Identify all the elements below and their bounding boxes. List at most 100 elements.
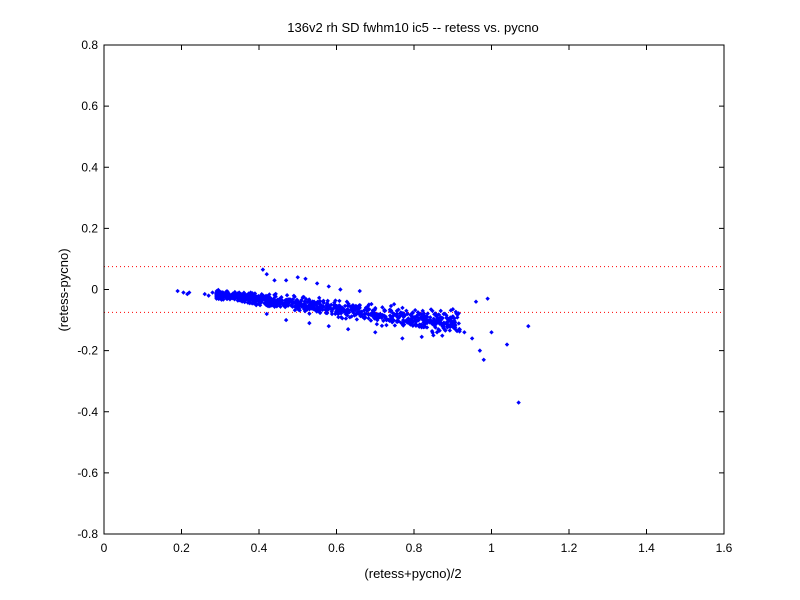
data-point <box>450 314 456 319</box>
data-point <box>457 326 462 332</box>
data-point <box>414 314 419 319</box>
data-point <box>366 316 371 321</box>
data-point <box>456 321 462 326</box>
data-point <box>266 303 271 308</box>
data-point <box>283 317 289 323</box>
data-point <box>325 298 330 304</box>
data-point <box>469 336 475 341</box>
data-point <box>225 293 230 298</box>
data-point <box>234 292 239 298</box>
data-point <box>293 304 298 310</box>
data-point <box>210 290 215 295</box>
data-point <box>272 278 277 283</box>
data-point <box>445 325 450 330</box>
data-point <box>359 310 364 315</box>
data-point <box>272 304 277 309</box>
data-point <box>504 342 510 347</box>
data-point <box>264 272 269 277</box>
data-point <box>448 308 454 313</box>
data-point <box>408 322 413 327</box>
data-point <box>264 311 269 317</box>
data-point <box>246 291 251 296</box>
data-point <box>457 329 462 334</box>
data-point <box>489 330 494 335</box>
x-axis-label: (retess+pycno)/2 <box>364 566 461 581</box>
data-point <box>283 300 288 305</box>
data-point <box>277 302 282 307</box>
data-point <box>462 330 467 335</box>
data-point <box>373 330 378 335</box>
data-point <box>310 299 316 305</box>
data-point <box>238 291 244 297</box>
data-point <box>440 333 445 338</box>
data-point <box>324 310 330 316</box>
data-point <box>361 308 367 313</box>
data-point <box>426 318 431 323</box>
data-point <box>428 315 433 320</box>
data-point <box>374 314 380 320</box>
data-point <box>175 288 180 294</box>
data-point <box>373 305 378 311</box>
data-point <box>279 295 284 300</box>
data-point <box>410 310 416 316</box>
data-point <box>354 317 360 322</box>
data-point <box>381 318 386 323</box>
data-point <box>526 323 531 329</box>
data-point <box>424 314 430 319</box>
data-point <box>341 309 346 314</box>
data-point <box>243 293 248 298</box>
data-point <box>311 307 317 312</box>
data-point <box>447 328 453 333</box>
data-point <box>384 318 389 323</box>
data-point <box>444 322 449 327</box>
data-point <box>272 292 277 298</box>
x-tick-label: 0.4 <box>251 541 268 555</box>
data-point <box>370 308 376 313</box>
data-point <box>344 299 350 304</box>
data-point <box>181 290 186 295</box>
y-tick-label: 0.4 <box>81 160 98 174</box>
y-tick-label: -0.6 <box>77 466 98 480</box>
x-tick-label: 0.8 <box>406 541 423 555</box>
data-point <box>422 319 427 325</box>
x-tick-label: 0.6 <box>328 541 345 555</box>
data-point <box>342 303 348 309</box>
data-point <box>428 307 434 312</box>
data-point <box>317 299 323 304</box>
data-point <box>384 322 389 328</box>
data-point <box>260 267 266 272</box>
data-point <box>485 296 490 301</box>
data-point <box>357 288 362 294</box>
chart-title: 136v2 rh SD fwhm10 ic5 -- retess vs. pyc… <box>287 20 538 35</box>
data-point <box>380 305 385 310</box>
data-point <box>221 297 226 302</box>
data-point <box>377 314 382 320</box>
data-point <box>375 317 380 323</box>
data-point <box>422 324 428 330</box>
data-point <box>247 299 252 305</box>
data-point <box>401 314 406 319</box>
data-point <box>248 290 253 295</box>
data-point <box>283 298 288 303</box>
data-point <box>345 313 350 318</box>
data-point <box>272 298 278 303</box>
y-tick-label: 0.2 <box>81 221 98 235</box>
data-point <box>412 307 418 313</box>
data-point <box>401 311 406 316</box>
data-point <box>441 320 447 325</box>
data-point <box>307 311 312 316</box>
x-tick-label: 0.2 <box>173 541 190 555</box>
data-point <box>398 320 404 326</box>
data-point <box>243 297 249 303</box>
data-point <box>396 315 402 320</box>
data-point <box>348 307 354 312</box>
data-point <box>343 316 349 321</box>
data-point <box>446 318 452 323</box>
data-point <box>405 311 410 317</box>
data-point <box>477 348 483 353</box>
data-point <box>347 315 353 320</box>
data-point <box>251 301 257 306</box>
data-point <box>284 292 290 298</box>
data-point <box>392 323 398 328</box>
